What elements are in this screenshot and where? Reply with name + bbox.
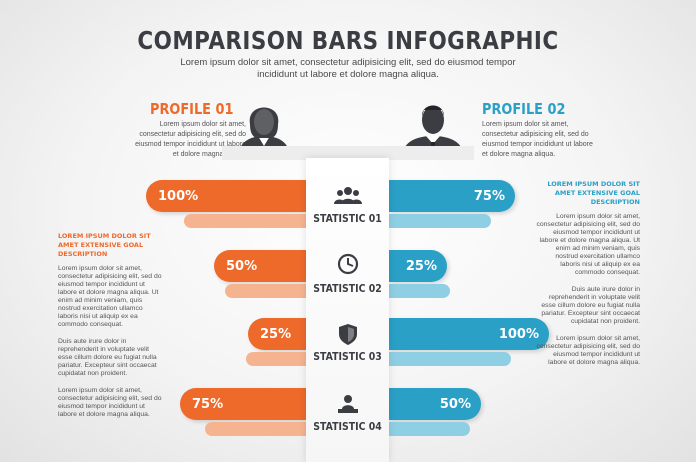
right-sub-bar bbox=[389, 284, 450, 298]
left-bar-statistic-01: 100% bbox=[146, 180, 306, 212]
left-sub-bar bbox=[245, 352, 306, 366]
profile-01-description: Lorem ipsum dolor sit amet, consectetur … bbox=[135, 121, 246, 158]
profile-02-name: PROFILE 02 bbox=[482, 100, 566, 118]
right-bar-value: 50% bbox=[439, 396, 471, 412]
goal-paragraph: Duis aute irure dolor in reprehenderit i… bbox=[541, 286, 640, 325]
left-sub-bar bbox=[184, 214, 306, 228]
infographic-title: COMPARISON BARS INFOGRAPHIC bbox=[137, 26, 559, 55]
right-sub-bar bbox=[389, 214, 491, 228]
right-sub-bar bbox=[389, 352, 511, 366]
center-column-top bbox=[222, 146, 474, 160]
left-bar-statistic-02: 50% bbox=[214, 250, 306, 282]
profile-01-name: PROFILE 01 bbox=[150, 100, 234, 118]
statistic-03-label: STATISTIC 03 bbox=[313, 350, 382, 363]
goal-paragraph: Lorem ipsum dolor sit amet, consectetur … bbox=[536, 335, 640, 366]
left-bar-value: 50% bbox=[226, 258, 258, 274]
goal-title-right: LOREM IPSUM DOLOR SIT AMET EXTENSIVE GOA… bbox=[547, 180, 640, 206]
group-icon bbox=[334, 187, 362, 204]
right-bar-statistic-02: 25% bbox=[389, 250, 447, 282]
left-bar-statistic-03: 25% bbox=[248, 318, 306, 350]
presenter-icon bbox=[338, 395, 358, 413]
profile-02-description: Lorem ipsum dolor sit amet, consectetur … bbox=[482, 121, 593, 158]
statistic-02-label: STATISTIC 02 bbox=[313, 282, 382, 295]
clock-icon bbox=[337, 253, 359, 275]
right-bar-value: 25% bbox=[405, 258, 437, 274]
left-bar-value: 100% bbox=[158, 188, 199, 204]
goal-paragraph: Lorem ipsum dolor sit amet, consectetur … bbox=[58, 265, 162, 328]
left-sub-bar bbox=[204, 422, 306, 436]
right-bar-statistic-01: 75% bbox=[389, 180, 515, 212]
goal-paragraph: Lorem ipsum dolor sit amet, consectetur … bbox=[58, 387, 162, 418]
statistic-04-label: STATISTIC 04 bbox=[313, 420, 382, 433]
infographic-subtitle: Lorem ipsum dolor sit amet, consectetur … bbox=[180, 57, 516, 80]
left-bar-statistic-04: 75% bbox=[180, 388, 306, 420]
goal-description-left: LOREM IPSUM DOLOR SIT AMET EXTENSIVE GOA… bbox=[58, 232, 164, 428]
left-bar-value: 25% bbox=[260, 326, 292, 342]
right-bar-value: 100% bbox=[498, 326, 539, 342]
right-bar-statistic-04: 50% bbox=[389, 388, 481, 420]
right-bar-value: 75% bbox=[473, 188, 505, 204]
statistic-01-label: STATISTIC 01 bbox=[313, 212, 382, 225]
shield-icon bbox=[339, 324, 357, 345]
goal-paragraph: Duis aute irure dolor in reprehenderit i… bbox=[58, 338, 157, 377]
left-sub-bar bbox=[225, 284, 306, 298]
right-sub-bar bbox=[389, 422, 470, 436]
goal-paragraph: Lorem ipsum dolor sit amet, consectetur … bbox=[536, 213, 640, 276]
right-bar-statistic-03: 100% bbox=[389, 318, 549, 350]
left-bar-value: 75% bbox=[192, 396, 224, 412]
goal-title-left: LOREM IPSUM DOLOR SIT AMET EXTENSIVE GOA… bbox=[58, 232, 151, 258]
goal-description-right: LOREM IPSUM DOLOR SIT AMET EXTENSIVE GOA… bbox=[536, 180, 640, 376]
